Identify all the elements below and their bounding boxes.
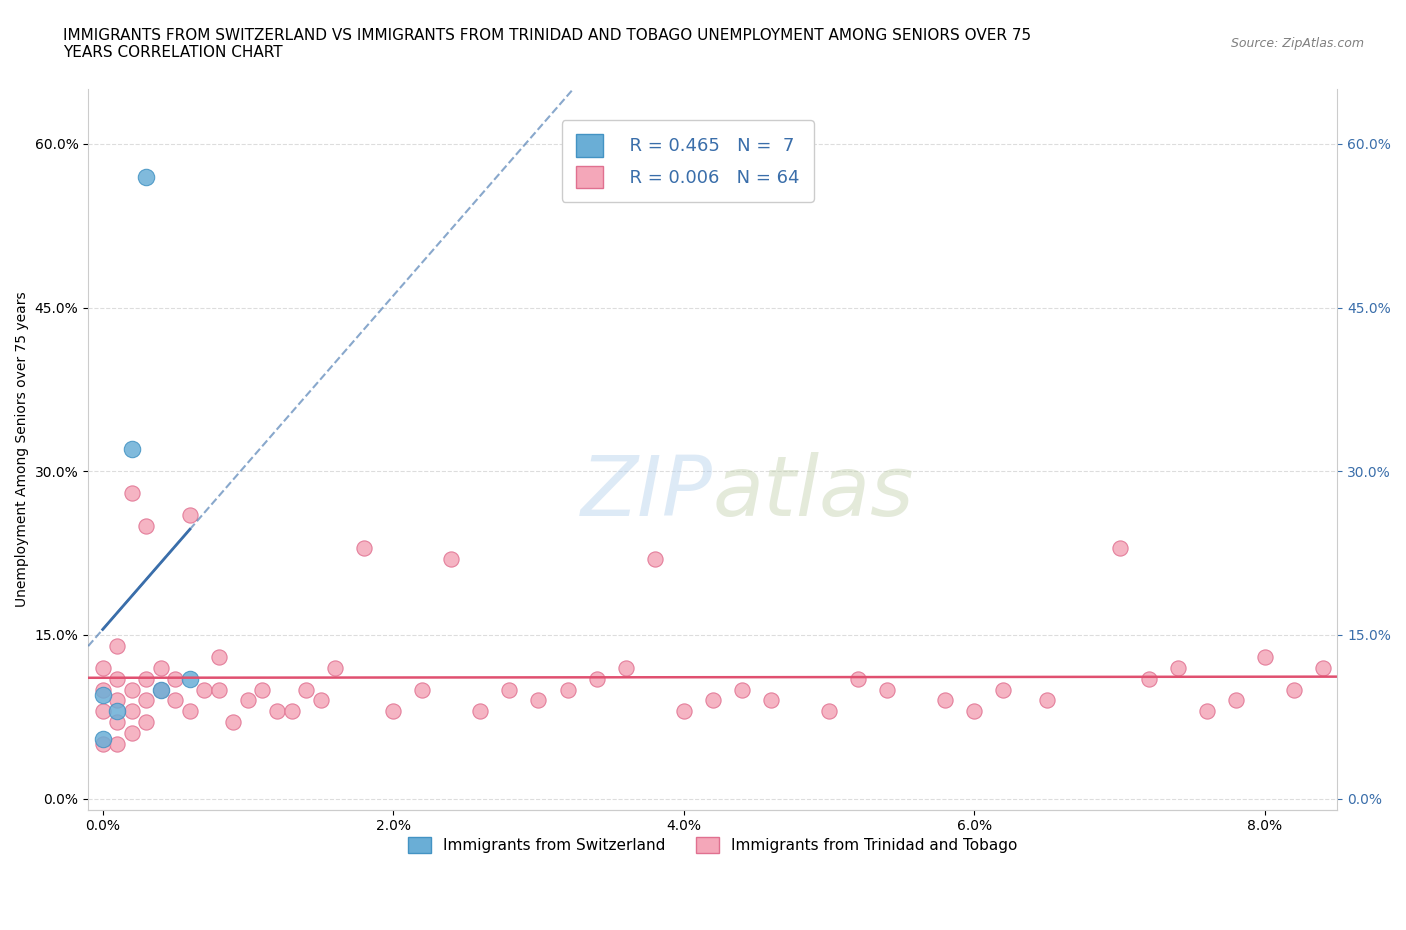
Point <box>105 671 128 686</box>
Point <box>702 693 724 708</box>
Point <box>91 687 114 702</box>
Point <box>135 671 157 686</box>
Point <box>876 682 898 697</box>
Point <box>1036 693 1059 708</box>
Point <box>382 704 405 719</box>
Point <box>557 682 579 697</box>
Point <box>644 551 666 566</box>
Point <box>731 682 754 697</box>
Point <box>309 693 332 708</box>
Point <box>91 682 114 697</box>
Point <box>323 660 346 675</box>
Text: Source: ZipAtlas.com: Source: ZipAtlas.com <box>1230 37 1364 50</box>
Point <box>179 704 201 719</box>
Point <box>252 682 274 697</box>
Text: atlas: atlas <box>713 452 914 533</box>
Point <box>280 704 302 719</box>
Point <box>266 704 288 719</box>
Point <box>121 682 143 697</box>
Text: IMMIGRANTS FROM SWITZERLAND VS IMMIGRANTS FROM TRINIDAD AND TOBAGO UNEMPLOYMENT : IMMIGRANTS FROM SWITZERLAND VS IMMIGRANT… <box>63 28 1032 60</box>
Point <box>121 485 143 500</box>
Point <box>179 671 201 686</box>
Point <box>105 693 128 708</box>
Point <box>846 671 869 686</box>
Y-axis label: Unemployment Among Seniors over 75 years: Unemployment Among Seniors over 75 years <box>15 292 30 607</box>
Point <box>1225 693 1247 708</box>
Point <box>527 693 550 708</box>
Point <box>105 704 128 719</box>
Point <box>236 693 259 708</box>
Point <box>105 638 128 653</box>
Point <box>165 671 187 686</box>
Point <box>135 715 157 730</box>
Point <box>222 715 245 730</box>
Text: ZIP: ZIP <box>581 452 713 533</box>
Point <box>91 737 114 751</box>
Point <box>1282 682 1305 697</box>
Point <box>818 704 841 719</box>
Point <box>295 682 318 697</box>
Point <box>193 682 215 697</box>
Point <box>585 671 607 686</box>
Point <box>135 693 157 708</box>
Point <box>353 540 375 555</box>
Point <box>105 715 128 730</box>
Point <box>149 660 172 675</box>
Point <box>934 693 956 708</box>
Point <box>121 442 143 457</box>
Legend: Immigrants from Switzerland, Immigrants from Trinidad and Tobago: Immigrants from Switzerland, Immigrants … <box>402 831 1024 859</box>
Point <box>1254 649 1277 664</box>
Point <box>440 551 463 566</box>
Point <box>121 704 143 719</box>
Point <box>1312 660 1334 675</box>
Point <box>1195 704 1218 719</box>
Point <box>91 660 114 675</box>
Point <box>208 649 231 664</box>
Point <box>208 682 231 697</box>
Point <box>1108 540 1130 555</box>
Point <box>411 682 433 697</box>
Point <box>149 682 172 697</box>
Point <box>993 682 1015 697</box>
Point <box>105 737 128 751</box>
Point <box>963 704 986 719</box>
Point <box>135 169 157 184</box>
Point <box>1137 671 1160 686</box>
Point <box>498 682 520 697</box>
Point <box>91 731 114 746</box>
Point <box>179 508 201 523</box>
Point <box>91 704 114 719</box>
Point <box>135 518 157 533</box>
Point <box>165 693 187 708</box>
Point <box>614 660 637 675</box>
Point <box>121 725 143 740</box>
Point <box>759 693 782 708</box>
Point <box>1167 660 1189 675</box>
Point <box>149 682 172 697</box>
Point <box>470 704 492 719</box>
Point <box>672 704 695 719</box>
